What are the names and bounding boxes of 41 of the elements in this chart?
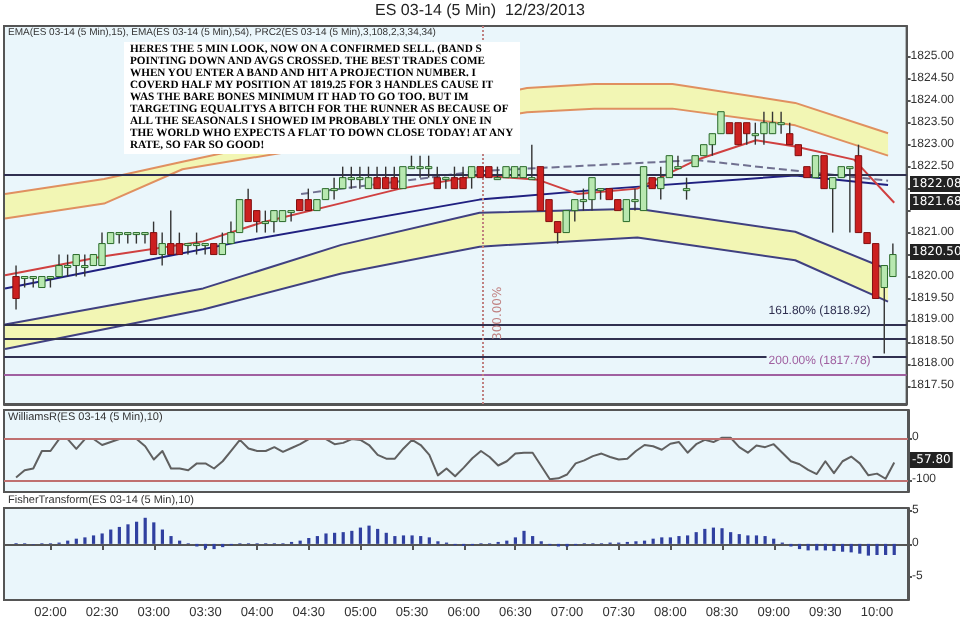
candlestick xyxy=(682,176,691,201)
chart-title: ES 03-14 (5 Min) 12/23/2013 xyxy=(375,1,587,19)
line-series xyxy=(300,159,890,195)
line-series xyxy=(4,174,890,290)
candlestick xyxy=(364,165,373,190)
candlestick xyxy=(149,220,158,256)
candlestick xyxy=(674,154,682,170)
candlestick xyxy=(820,154,828,190)
candlestick xyxy=(192,231,201,256)
candlestick xyxy=(98,231,106,267)
candlestick xyxy=(433,165,441,190)
candlestick xyxy=(141,231,149,245)
candlestick xyxy=(218,231,227,256)
candlestick xyxy=(381,165,390,190)
candlestick xyxy=(12,264,20,311)
candlestick xyxy=(158,231,166,267)
line-series xyxy=(15,436,896,481)
candlestick xyxy=(175,231,184,256)
candlestick xyxy=(55,253,63,278)
candlestick xyxy=(622,198,631,223)
candlestick xyxy=(639,165,648,212)
candlestick xyxy=(459,165,467,190)
candlestick xyxy=(777,111,785,135)
candlestick xyxy=(751,122,760,146)
candlestick xyxy=(184,242,192,256)
candlestick xyxy=(63,253,72,278)
candlestick xyxy=(287,209,295,223)
candlestick xyxy=(304,187,313,212)
candlestick xyxy=(424,154,433,179)
candlestick xyxy=(467,165,476,190)
candlestick xyxy=(167,209,175,256)
candlestick xyxy=(261,209,270,234)
candlestick xyxy=(399,166,407,190)
candlestick xyxy=(768,111,777,135)
candlestick xyxy=(450,165,459,190)
candlestick xyxy=(588,176,596,212)
candlestick xyxy=(442,176,450,190)
candlestick xyxy=(201,242,209,256)
candlestick xyxy=(390,165,398,190)
line-series xyxy=(4,236,890,351)
candlestick xyxy=(811,154,820,179)
